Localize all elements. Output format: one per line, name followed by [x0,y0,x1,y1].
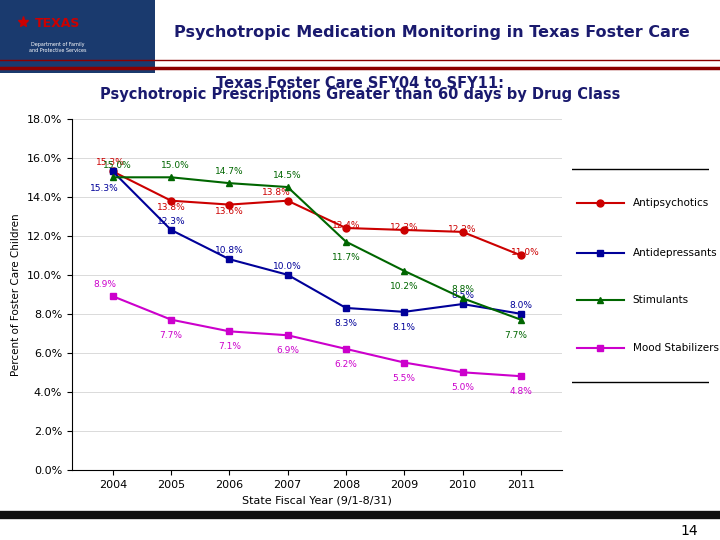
Text: 15.0%: 15.0% [102,161,131,170]
Text: 8.1%: 8.1% [392,323,415,332]
Text: 10.2%: 10.2% [390,282,418,291]
Text: 6.9%: 6.9% [276,346,299,355]
Text: 10.0%: 10.0% [274,262,302,271]
Text: 4.8%: 4.8% [509,387,532,396]
X-axis label: State Fiscal Year (9/1-8/31): State Fiscal Year (9/1-8/31) [242,495,392,505]
Text: 11.7%: 11.7% [332,253,360,262]
Text: 8.0%: 8.0% [509,301,532,309]
Text: 10.8%: 10.8% [215,246,244,255]
Text: 12.4%: 12.4% [332,221,360,230]
Text: Mood Stabilizers: Mood Stabilizers [633,343,719,353]
Text: 13.6%: 13.6% [215,207,244,215]
Text: 8.5%: 8.5% [451,291,474,300]
Text: 13.8%: 13.8% [157,203,186,212]
Text: 5.5%: 5.5% [392,374,415,383]
Text: 13.8%: 13.8% [262,187,291,197]
Text: 12.3%: 12.3% [157,217,185,226]
Text: 7.7%: 7.7% [160,331,183,340]
Text: 12.2%: 12.2% [449,225,477,234]
Text: Antipsychotics: Antipsychotics [633,198,709,208]
Text: 8.8%: 8.8% [451,285,474,294]
Text: 8.9%: 8.9% [93,280,116,289]
Text: Department of Family
and Protective Services: Department of Family and Protective Serv… [29,42,86,53]
Text: 14.7%: 14.7% [215,167,243,176]
Text: Psychotropic Prescriptions Greater than 60 days by Drug Class: Psychotropic Prescriptions Greater than … [100,86,620,102]
Text: Psychotropic Medication Monitoring in Texas Foster Care: Psychotropic Medication Monitoring in Te… [174,25,690,40]
Text: 5.0%: 5.0% [451,383,474,393]
Text: Texas Foster Care SFY04 to SFY11:: Texas Foster Care SFY04 to SFY11: [216,76,504,91]
Text: 14.5%: 14.5% [274,171,302,180]
Bar [0,0,155,73]
Text: 6.2%: 6.2% [335,360,357,369]
Text: TEXAS: TEXAS [35,17,81,30]
Text: 15.3%: 15.3% [90,184,119,193]
Text: 15.3%: 15.3% [96,158,125,167]
Y-axis label: Percent of Foster Care Children: Percent of Foster Care Children [12,213,22,376]
Text: 12.3%: 12.3% [390,223,418,232]
Text: 11.0%: 11.0% [510,248,539,258]
Text: 15.0%: 15.0% [161,161,189,170]
Text: 14: 14 [681,524,698,538]
Text: 7.1%: 7.1% [218,342,241,352]
Text: 7.7%: 7.7% [504,331,527,340]
Text: Antidepressants: Antidepressants [633,248,717,258]
Text: 8.3%: 8.3% [335,319,357,328]
Text: Stimulants: Stimulants [633,295,689,305]
